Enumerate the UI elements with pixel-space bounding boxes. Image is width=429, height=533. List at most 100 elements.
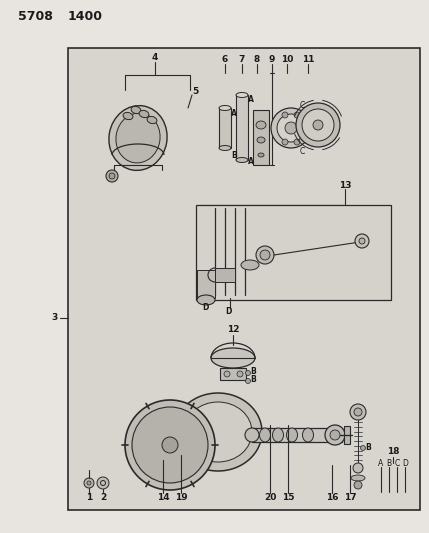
Circle shape [353, 463, 363, 473]
Text: D: D [402, 458, 408, 467]
Ellipse shape [302, 428, 314, 442]
Bar [252, 428, 342, 442]
Bar [344, 426, 350, 444]
Text: A: A [378, 458, 384, 467]
Ellipse shape [241, 260, 259, 270]
Bar [196, 205, 391, 300]
Ellipse shape [272, 428, 284, 442]
Ellipse shape [197, 295, 215, 305]
Circle shape [302, 109, 334, 141]
Bar [253, 110, 269, 165]
Ellipse shape [123, 112, 133, 119]
Circle shape [294, 139, 300, 145]
Circle shape [245, 370, 251, 376]
Circle shape [125, 400, 215, 490]
Circle shape [106, 170, 118, 182]
Text: C: C [299, 101, 305, 109]
Bar [236, 95, 248, 160]
Ellipse shape [174, 393, 262, 471]
Bar [68, 48, 420, 510]
Ellipse shape [109, 106, 167, 171]
Circle shape [313, 120, 323, 130]
Text: D: D [202, 303, 208, 311]
Circle shape [256, 246, 274, 264]
Text: 3: 3 [51, 313, 57, 322]
Ellipse shape [184, 402, 252, 462]
Ellipse shape [287, 428, 297, 442]
Text: 11: 11 [302, 55, 314, 64]
Text: D: D [225, 306, 231, 316]
Text: A: A [231, 109, 237, 117]
Circle shape [325, 425, 345, 445]
Bar [215, 268, 235, 282]
Circle shape [245, 378, 251, 384]
Text: A: A [248, 157, 254, 166]
Circle shape [350, 404, 366, 420]
Circle shape [294, 112, 300, 118]
Circle shape [282, 112, 288, 118]
Ellipse shape [139, 110, 149, 118]
Text: 8: 8 [254, 55, 260, 64]
Circle shape [355, 234, 369, 248]
Text: 20: 20 [264, 494, 276, 503]
Circle shape [237, 371, 243, 377]
Text: 6: 6 [222, 55, 228, 64]
Text: 9: 9 [269, 55, 275, 64]
Circle shape [285, 122, 297, 134]
Text: B: B [387, 458, 392, 467]
Bar [220, 368, 246, 380]
Circle shape [354, 481, 362, 489]
Bar [197, 270, 215, 298]
Circle shape [354, 408, 362, 416]
Circle shape [224, 371, 230, 377]
Circle shape [132, 407, 208, 483]
Text: 13: 13 [339, 181, 351, 190]
Text: 1400: 1400 [68, 10, 103, 22]
Circle shape [359, 238, 365, 244]
Ellipse shape [258, 153, 264, 157]
Circle shape [271, 108, 311, 148]
Ellipse shape [219, 146, 231, 150]
Circle shape [97, 477, 109, 489]
Text: 1: 1 [86, 494, 92, 503]
Ellipse shape [147, 116, 157, 124]
Ellipse shape [236, 93, 248, 98]
Ellipse shape [219, 106, 231, 110]
Circle shape [360, 446, 366, 450]
Text: 18: 18 [387, 448, 399, 456]
Text: B: B [365, 443, 371, 453]
Text: 17: 17 [344, 494, 356, 503]
Text: 19: 19 [175, 494, 187, 503]
Bar [219, 108, 231, 148]
Ellipse shape [131, 107, 141, 114]
Ellipse shape [351, 475, 365, 481]
Text: B: B [231, 150, 237, 159]
Circle shape [282, 139, 288, 145]
Circle shape [330, 430, 340, 440]
Circle shape [84, 478, 94, 488]
Ellipse shape [245, 428, 259, 442]
Circle shape [260, 250, 270, 260]
Ellipse shape [260, 428, 271, 442]
Circle shape [162, 437, 178, 453]
Ellipse shape [116, 113, 160, 163]
Text: 16: 16 [326, 494, 338, 503]
Text: B: B [250, 376, 256, 384]
Ellipse shape [256, 121, 266, 129]
Circle shape [109, 173, 115, 179]
Text: 4: 4 [152, 53, 158, 62]
Text: 5: 5 [192, 87, 198, 96]
Ellipse shape [236, 157, 248, 163]
Text: 5708: 5708 [18, 10, 53, 22]
Circle shape [87, 481, 91, 485]
Text: C: C [299, 148, 305, 157]
Circle shape [296, 103, 340, 147]
Text: 12: 12 [227, 326, 239, 335]
Text: 7: 7 [239, 55, 245, 64]
Text: 14: 14 [157, 494, 169, 503]
Text: 15: 15 [282, 494, 294, 503]
Text: C: C [394, 458, 400, 467]
Ellipse shape [257, 137, 265, 143]
Text: 2: 2 [100, 494, 106, 503]
Text: B: B [250, 367, 256, 376]
